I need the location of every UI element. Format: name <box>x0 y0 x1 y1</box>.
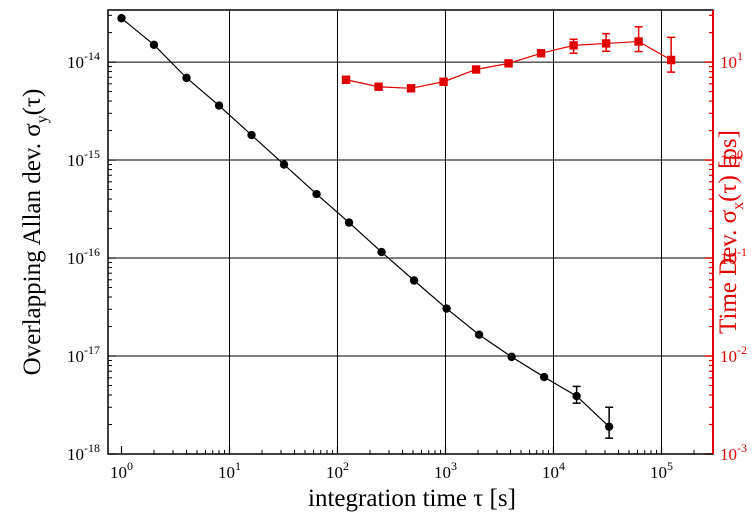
series-1 <box>341 26 676 93</box>
series-0-point-2 <box>182 73 191 83</box>
series-1-point-6 <box>536 49 546 58</box>
left-y-axis-title: Overlapping Allan dev. σy(τ) <box>19 89 51 376</box>
series-1-error-bar-10 <box>667 36 676 73</box>
x-tick-label-2: 102 <box>326 459 349 482</box>
series-0-point-5 <box>279 160 289 169</box>
left-y-tick-label-4: 10-18 <box>67 441 100 464</box>
series-0-point-9 <box>409 276 419 285</box>
series-0-line <box>121 17 610 428</box>
x-axis-ticks: 100 101 102 103 104 105 <box>110 446 714 482</box>
right-y-axis-title: Time Dev. σx(τ) [ps] <box>715 130 747 334</box>
x-tick-label-4: 104 <box>542 459 565 482</box>
x-tick-label-3: 103 <box>434 459 457 482</box>
series-1-point-10 <box>666 55 676 65</box>
left-y-tick-label-2: 10-16 <box>67 245 100 268</box>
series-0-point-6 <box>312 189 321 199</box>
right-y-tick-label-0: 101 <box>720 49 743 72</box>
series-0-point-1 <box>149 40 159 50</box>
right-y-tick-label-1: 100 <box>720 147 743 170</box>
series-layer <box>117 14 676 439</box>
series-0-point-15 <box>604 422 614 431</box>
x-axis-title: integration time τ [s] <box>308 485 516 512</box>
series-1-point-4 <box>471 65 481 74</box>
x-tick-label-1: 101 <box>218 459 241 482</box>
right-y-tick-label-2: 10-1 <box>720 245 747 268</box>
series-1-point-3 <box>439 77 448 86</box>
series-0-point-11 <box>474 330 484 339</box>
series-0-point-10 <box>442 304 451 313</box>
series-0-point-14 <box>572 391 581 401</box>
x-tick-label-5: 105 <box>650 459 673 482</box>
x-tick-label-0: 100 <box>110 459 133 482</box>
series-0-point-8 <box>377 247 386 257</box>
series-0-point-0 <box>117 14 126 23</box>
series-1-point-2 <box>406 84 416 93</box>
right-y-tick-label-4: 10-3 <box>720 441 747 464</box>
series-1-point-9 <box>634 37 643 46</box>
left-y-tick-label-0: 10-14 <box>67 49 100 72</box>
left-y-axis-ticks: 10-14 10-15 10-16 10-17 10-18 <box>67 14 116 464</box>
right-y-axis-ticks: 101 100 10-1 10-2 10-3 <box>705 14 747 464</box>
series-0-point-13 <box>539 372 549 382</box>
series-0 <box>117 14 614 439</box>
series-1-point-0 <box>341 75 351 84</box>
series-0-point-4 <box>247 130 256 140</box>
left-y-tick-label-1: 10-15 <box>67 147 100 170</box>
right-y-tick-label-3: 10-2 <box>720 343 747 366</box>
series-1-point-1 <box>374 82 383 91</box>
series-1-point-5 <box>504 59 513 68</box>
left-y-tick-label-3: 10-17 <box>67 343 100 366</box>
series-0-point-3 <box>214 101 224 110</box>
series-0-point-7 <box>344 218 354 227</box>
series-1-point-8 <box>601 39 611 48</box>
series-1-point-7 <box>569 41 578 50</box>
series-0-point-12 <box>507 352 516 362</box>
